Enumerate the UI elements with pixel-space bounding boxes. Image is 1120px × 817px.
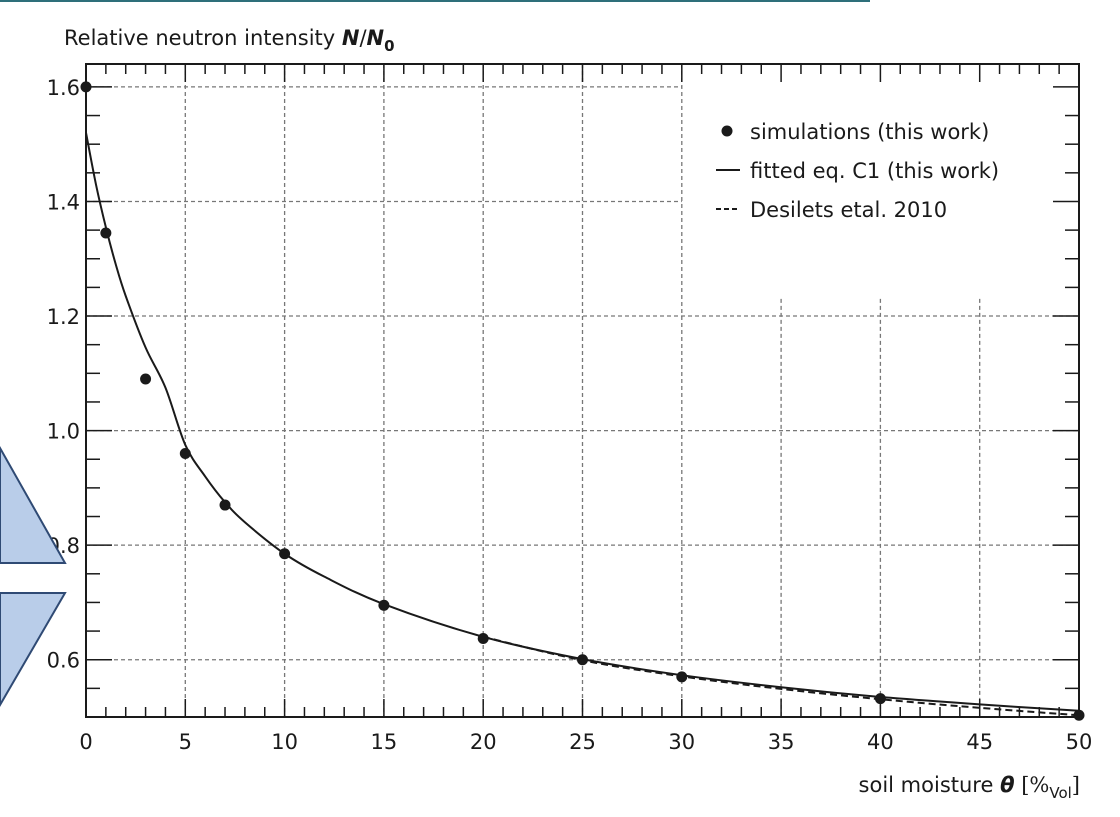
data-point-simulation [676, 671, 688, 683]
data-point-simulation [80, 81, 92, 93]
x-axis-label-unit-subscript: Vol [1049, 784, 1071, 802]
data-point-simulation [477, 633, 489, 645]
data-point-simulation [179, 448, 191, 460]
legend: simulations (this work) fitted eq. C1 (t… [716, 120, 999, 222]
y-axis-label-prefix: Relative neutron intensity [64, 26, 342, 50]
y-axis-label-numerator: N [342, 26, 360, 50]
data-point-simulation [874, 693, 886, 705]
y-axis-label: Relative neutron intensity N/N0 [64, 26, 395, 55]
data-point-simulation [219, 499, 231, 511]
x-axis-label-prefix: soil moisture [859, 773, 1001, 797]
tick-labels: 0 5 10 15 20 25 30 35 40 45 500.60.81.01.21.41.6 [47, 76, 1093, 754]
legend-label-desilets: Desilets etal. 2010 [750, 198, 947, 222]
y-tick-label: 1.4 [47, 190, 80, 214]
data-point-simulation [140, 373, 152, 385]
y-axis-label-denominator-subscript: 0 [384, 37, 394, 55]
y-tick-label: 0.6 [47, 649, 80, 673]
axis-ticks [85, 64, 1080, 718]
x-axis-label-unit-close: ] [1072, 773, 1080, 797]
y-tick-label: 1.6 [47, 76, 80, 100]
x-tick-label: 0 [79, 730, 92, 754]
x-tick-label: 50 [1066, 730, 1093, 754]
x-tick-label: 20 [470, 730, 497, 754]
data-point-simulation [100, 227, 112, 239]
legend-label-simulations: simulations (this work) [750, 120, 989, 144]
x-tick-label: 45 [966, 730, 993, 754]
y-axis-label-denominator: N [367, 26, 385, 50]
x-tick-label: 35 [768, 730, 795, 754]
data-point-simulation [279, 548, 291, 560]
decorative-arrow-down-shape [0, 592, 67, 707]
legend-label-fitted: fitted eq. C1 (this work) [750, 159, 999, 183]
y-tick-label: 1.2 [47, 305, 80, 329]
decorative-arrow-up-shape [0, 445, 67, 564]
x-tick-label: 25 [569, 730, 596, 754]
data-point-simulation [378, 599, 390, 611]
y-tick-label: 1.0 [47, 420, 80, 444]
x-axis-label: soil moisture θ [%Vol] [859, 773, 1080, 802]
x-tick-label: 10 [271, 730, 298, 754]
data-point-simulation [1073, 709, 1085, 721]
data-point-simulation [577, 654, 588, 666]
x-tick-label: 5 [179, 730, 192, 754]
data-series [80, 81, 1085, 721]
plot-frame [85, 63, 1080, 718]
x-tick-label: 30 [668, 730, 695, 754]
x-axis-label-symbol: θ [1000, 773, 1014, 797]
grid-lines [86, 64, 1079, 717]
x-tick-label: 15 [371, 730, 398, 754]
y-axis-label-slash: / [359, 26, 367, 50]
legend-marker-simulations [721, 125, 733, 137]
x-axis-label-unit-open: [% [1015, 773, 1050, 797]
x-tick-label: 40 [867, 730, 894, 754]
